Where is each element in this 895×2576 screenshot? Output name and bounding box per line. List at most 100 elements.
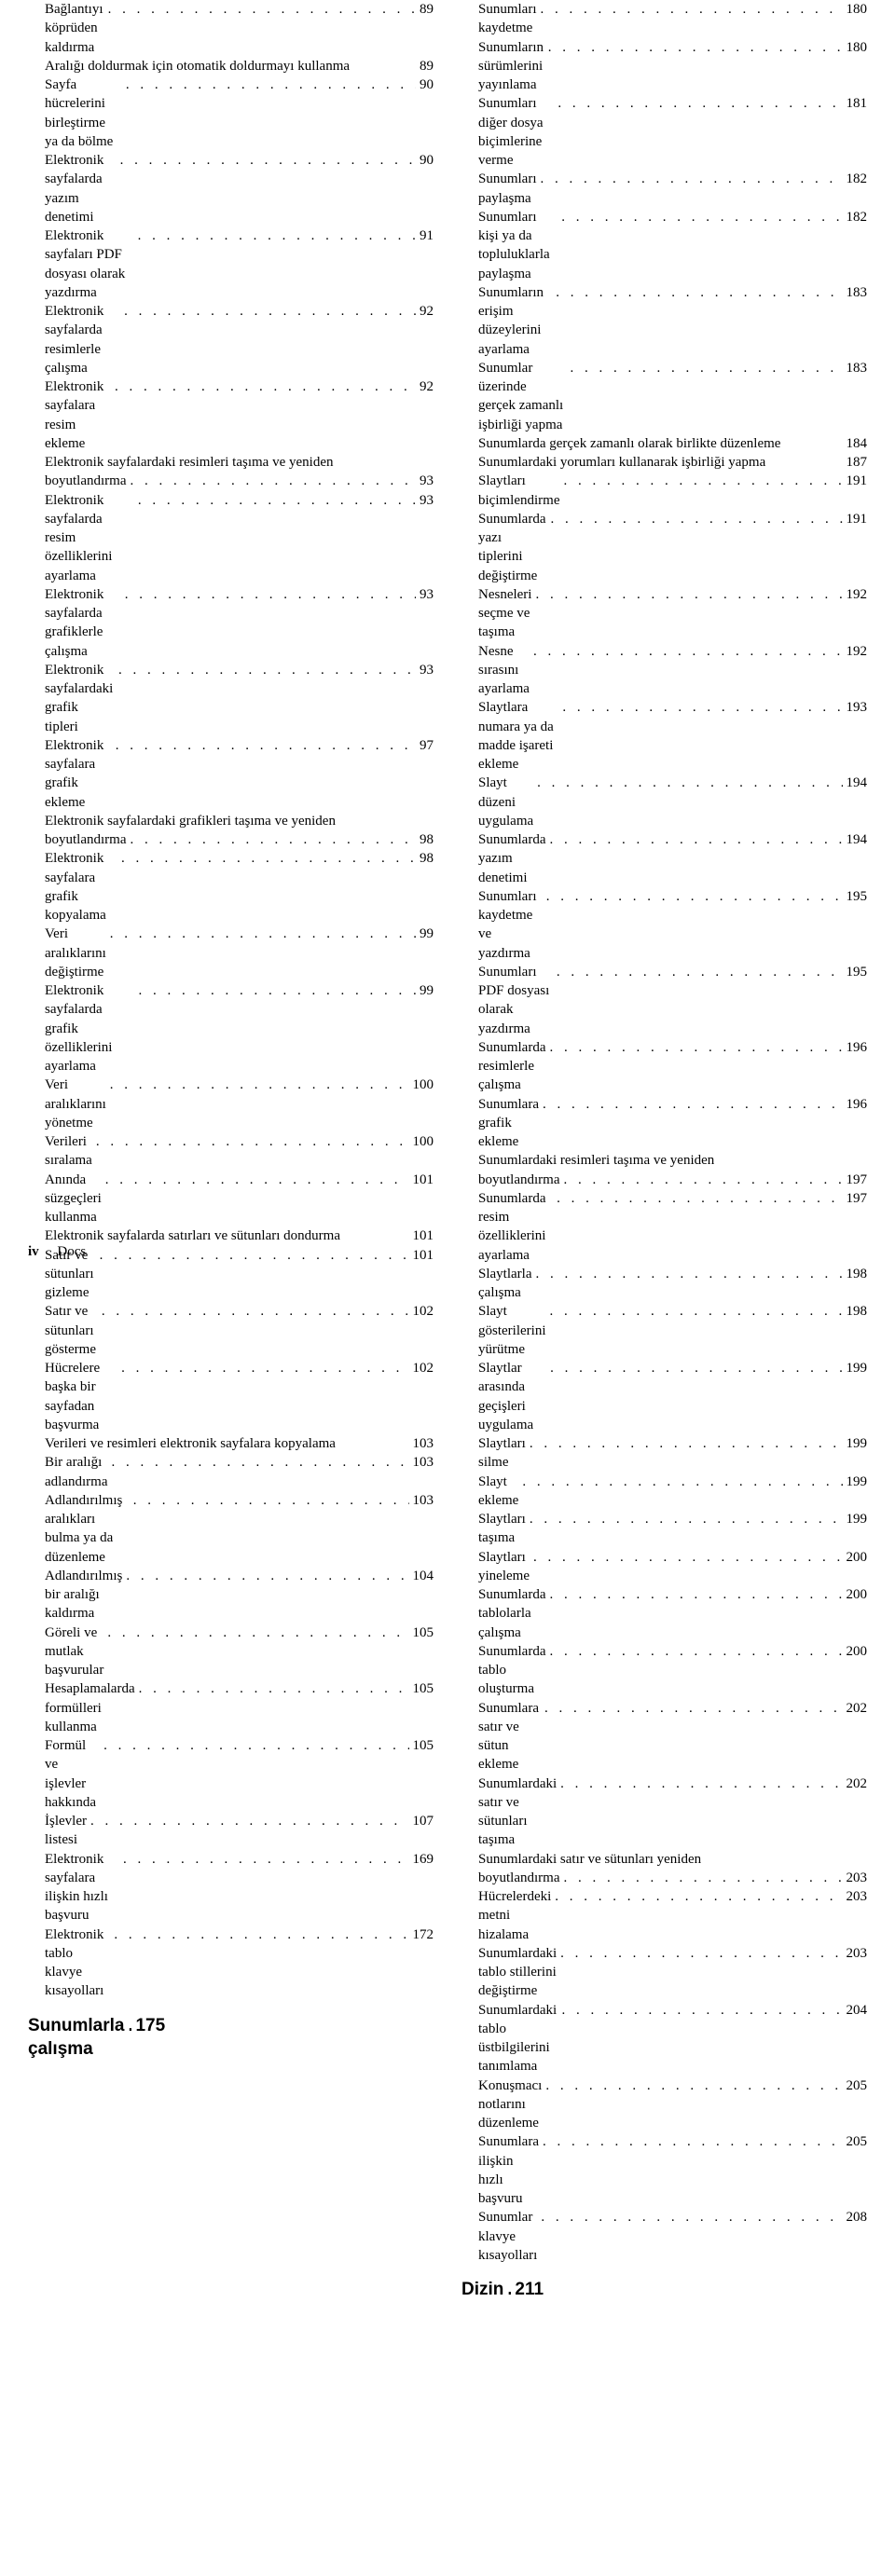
toc-entry: Sunumlarda resimlerle çalışma196	[461, 1038, 867, 1095]
toc-entry-page: 97	[416, 736, 434, 755]
toc-leader	[543, 887, 843, 906]
toc-entry-title: Sunumlarda tablolarla çalışma	[478, 1585, 546, 1642]
toc-entry-title: Slaytları yineleme	[478, 1548, 530, 1586]
toc-leader	[106, 925, 416, 943]
toc-entry-page: 105	[409, 1736, 434, 1755]
toc-entry-title: Elektronik sayfalarda satırları ve sütun…	[45, 1226, 340, 1245]
toc-leader	[546, 1359, 842, 1377]
toc-entry-page: 211	[511, 2278, 867, 2576]
toc-entry-page: 100	[409, 1076, 434, 1094]
toc-leader	[87, 1812, 409, 1830]
toc-entry: boyutlandırma203	[461, 1869, 867, 1887]
toc-entry-page: 203	[843, 1944, 868, 1963]
toc-entry: Elektronik sayfalarda grafiklerle çalışm…	[28, 585, 434, 661]
toc-entry-page: 192	[843, 642, 868, 661]
toc-leader	[554, 94, 842, 113]
toc-entry-page: 194	[843, 830, 868, 849]
toc-leader	[558, 2001, 842, 2020]
toc-leader	[537, 2208, 842, 2227]
toc-entry: Formül ve işlevler hakkında 105	[28, 1736, 434, 1812]
toc-entry: Elektronik sayfalara resim ekleme92	[28, 377, 434, 453]
toc-entry-page: 105	[409, 1624, 434, 1642]
toc-leader	[134, 226, 416, 245]
toc-leader	[553, 1189, 842, 1208]
toc-entry-title: Formül ve işlevler hakkında	[45, 1736, 100, 1812]
toc-entry-title: Sunumlarda yazı tiplerini değiştirme	[478, 510, 547, 585]
toc-entry-title: Veri aralıklarını değiştirme	[45, 925, 106, 981]
toc-entry-page: 92	[416, 302, 434, 321]
toc-leader	[533, 774, 842, 792]
toc-entry: Sunumlarda resim özelliklerini ayarlama 1…	[461, 1189, 867, 1265]
toc-leader	[130, 1491, 409, 1510]
toc-entry-title: Slaytlarla çalışma	[478, 1265, 531, 1303]
toc-entry-page: 101	[409, 1226, 434, 1245]
toc-entry: Elektronik sayfalarda satırları ve sütun…	[28, 1226, 434, 1245]
toc-leader	[117, 849, 416, 868]
toc-entry-page: 195	[843, 887, 868, 906]
toc-entry-title: Hücrelerdeki metni hizalama	[478, 1887, 551, 1944]
toc-entry-title: Sunumlarda gerçek zamanlı olarak birlikt…	[478, 434, 780, 453]
toc-entry-page: 181	[843, 94, 868, 113]
toc-entry-title: Slaytlar arasında geçişleri uygulama	[478, 1359, 546, 1434]
toc-leader	[545, 1302, 842, 1321]
toc-page: Bağlantıyı köprüden kaldırma89Aralığı do…	[0, 0, 895, 1288]
toc-entry-page: 195	[843, 963, 868, 981]
toc-entry-title: Aralığı doldurmak için otomatik doldurma…	[45, 57, 350, 75]
toc-leader	[134, 491, 416, 510]
toc-entry: Elektronik sayfalardaki grafik tipleri93	[28, 661, 434, 736]
toc-entry-page: 199	[843, 1359, 868, 1377]
footer-page-number: iv	[28, 1244, 39, 1259]
toc-entry-title: Sunumlar üzerinde gerçek zamanlı işbirli…	[478, 359, 567, 434]
toc-entry: Slayt düzeni uygulama194	[461, 774, 867, 830]
toc-entry-title: Hücrelere başka bir sayfadan başvurma	[45, 1359, 117, 1434]
toc-entry: Sunumlara grafik ekleme196	[461, 1095, 867, 1152]
toc-entry-page: 93	[416, 585, 434, 604]
toc-entry: Konuşmacı notlarını düzenleme205	[461, 2076, 867, 2133]
toc-leader	[559, 1171, 842, 1189]
toc-entry-title: İşlevler listesi	[45, 1812, 87, 1850]
toc-leader	[98, 1302, 409, 1321]
toc-entry-page: 197	[843, 1189, 868, 1208]
toc-entry-page: 100	[409, 1132, 434, 1151]
toc-entry: Sunumlara satır ve sütun ekleme202	[461, 1699, 867, 1774]
toc-entry-page: 101	[409, 1246, 434, 1265]
toc-entry-page: 169	[409, 1850, 434, 1869]
toc-leader	[104, 0, 416, 19]
toc-leader	[126, 830, 416, 849]
toc-entry: Sunumlarda tablo oluşturma200	[461, 1642, 867, 1699]
toc-entry: Sunumlarda yazı tiplerini değiştirme191	[461, 510, 867, 585]
toc-leader	[107, 1453, 408, 1472]
toc-entry: Slaytları yineleme200	[461, 1548, 867, 1586]
toc-entry-page: 93	[416, 491, 434, 510]
toc-leader	[135, 1679, 409, 1698]
toc-entry: Elektronik sayfalarda yazım denetimi90	[28, 151, 434, 226]
toc-entry-page: 197	[843, 1171, 868, 1189]
toc-entry-title: Adlandırılmış bir aralığı kaldırma	[45, 1567, 122, 1624]
toc-entry-page: 182	[843, 208, 868, 226]
toc-leader	[544, 38, 843, 57]
toc-leader	[546, 830, 843, 849]
toc-entry: İşlevler listesi107	[28, 1812, 434, 1850]
toc-entry-page: 202	[843, 1699, 868, 1718]
toc-entry: Satır ve sütunları gizleme101	[28, 1246, 434, 1303]
toc-entry-page: 200	[843, 1585, 868, 1604]
toc-entry-page: 199	[843, 1434, 868, 1453]
toc-entry-wrap: Elektronik sayfalardaki resimleri taşıma…	[28, 453, 434, 472]
toc-entry-page: 204	[843, 2001, 868, 2020]
toc-leader	[126, 472, 416, 490]
toc-entry-title: Verileri ve resimleri elektronik sayfala…	[45, 1434, 336, 1453]
toc-entry: Sunumlarda gerçek zamanlı olarak birlikt…	[461, 434, 867, 453]
toc-leader	[539, 1095, 843, 1114]
toc-entry-title: Sunumlarda resim özelliklerini ayarlama	[478, 1189, 553, 1265]
toc-entry-page: 187	[843, 453, 868, 472]
toc-entry-page: 205	[843, 2076, 868, 2095]
toc-entry-page: 101	[409, 1171, 434, 1189]
toc-entry: Sunumları paylaşma182	[461, 170, 867, 208]
toc-entry-page: 102	[409, 1359, 434, 1377]
toc-entry-page: 196	[843, 1038, 868, 1057]
toc-entry-title: Verileri sıralama	[45, 1132, 92, 1171]
toc-entry-title: Slayt gösterilerini yürütme	[478, 1302, 545, 1359]
toc-entry-page: 191	[843, 472, 868, 490]
toc-entry-page: 198	[843, 1302, 868, 1321]
toc-entry-title: Slaytları silme	[478, 1434, 526, 1473]
